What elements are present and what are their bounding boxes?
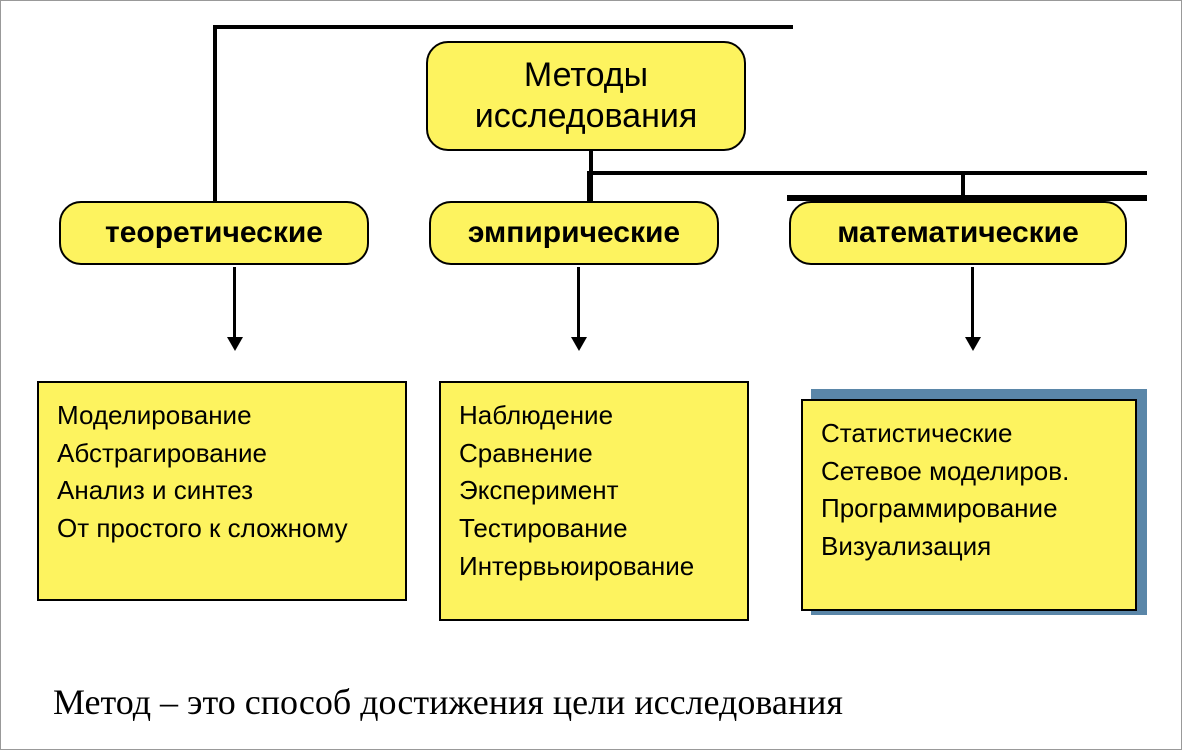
- category-label: теоретические: [105, 215, 323, 251]
- detail-item: Сравнение: [459, 435, 729, 473]
- detail-item: Анализ и синтез: [57, 472, 387, 510]
- arrow-shaft: [577, 267, 580, 339]
- detail-box-theoretical: МоделированиеАбстрагированиеАнализ и син…: [37, 381, 407, 601]
- category-node-mathematical: математические: [789, 201, 1127, 265]
- detail-item: Программирование: [821, 490, 1117, 528]
- detail-item: Наблюдение: [459, 397, 729, 435]
- connector-line: [587, 171, 591, 203]
- root-node: Методыисследования: [426, 41, 746, 151]
- arrow-shaft: [233, 267, 236, 339]
- arrow-shaft: [971, 267, 974, 339]
- arrow-down-icon: [571, 337, 587, 351]
- detail-box-empirical: НаблюдениеСравнениеЭкспериментТестирован…: [439, 381, 749, 621]
- arrow-down-icon: [227, 337, 243, 351]
- category-label: математические: [837, 215, 1079, 251]
- detail-item: Эксперимент: [459, 472, 729, 510]
- detail-item: Визуализация: [821, 528, 1117, 566]
- connector-line: [787, 195, 1147, 201]
- detail-item: Тестирование: [459, 510, 729, 548]
- detail-box-mathematical: СтатистическиеСетевое моделиров.Программ…: [801, 399, 1137, 611]
- detail-item: Моделирование: [57, 397, 387, 435]
- category-node-theoretical: теоретические: [59, 201, 369, 265]
- diagram-caption: Метод – это способ достижения цели иссле…: [53, 681, 843, 723]
- detail-item: От простого к сложному: [57, 510, 387, 548]
- category-node-empirical: эмпирические: [429, 201, 719, 265]
- detail-item: Сетевое моделиров.: [821, 453, 1117, 491]
- connector-line: [213, 25, 217, 201]
- category-label: эмпирические: [468, 215, 680, 251]
- connector-line: [587, 171, 1147, 175]
- detail-item: Статистические: [821, 415, 1117, 453]
- root-label: Методыисследования: [475, 55, 698, 137]
- connector-line: [213, 25, 793, 29]
- detail-item: Интервьюирование: [459, 548, 729, 586]
- detail-item: Абстрагирование: [57, 435, 387, 473]
- arrow-down-icon: [965, 337, 981, 351]
